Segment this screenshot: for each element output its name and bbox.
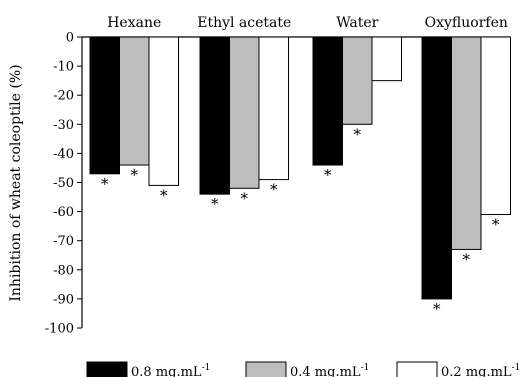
y-tick-label: -80 (53, 263, 74, 278)
significance-star: * (131, 166, 139, 184)
y-tick-label: -30 (53, 118, 74, 133)
legend-swatch (245, 361, 287, 377)
bar (371, 36, 402, 82)
category-label: Oxyfluorfen (425, 15, 508, 31)
significance-star: * (101, 175, 109, 193)
y-tick-label: -10 (53, 60, 74, 75)
bar (229, 36, 260, 189)
legend-swatch (396, 361, 438, 377)
bar (258, 36, 289, 181)
legend-label: 0.2 mg.mL-1 (441, 363, 520, 377)
bar (148, 36, 179, 186)
y-tick-label: -60 (53, 205, 74, 220)
bar (342, 36, 373, 125)
y-tick-label: -90 (53, 292, 74, 307)
significance-star: * (324, 166, 332, 184)
bar (480, 36, 511, 216)
y-tick-label: -70 (53, 234, 74, 249)
significance-star: * (211, 195, 219, 213)
significance-star: * (492, 216, 500, 234)
category-label: Hexane (107, 15, 161, 31)
bar (119, 36, 150, 166)
bar (421, 36, 452, 300)
significance-star: * (270, 181, 278, 199)
legend-label: 0.4 mg.mL-1 (290, 363, 369, 377)
bar (199, 36, 230, 195)
significance-star: * (354, 125, 362, 143)
y-tick-label: -20 (53, 89, 74, 104)
legend-label: 0.8 mg.mL-1 (131, 363, 210, 377)
bar (89, 36, 120, 175)
significance-star: * (433, 300, 441, 318)
y-axis: 0 -10 -20 -30 -40 -50 -60 -70 -80 -90 -100 (45, 31, 510, 337)
y-tick-label: 0 (66, 31, 74, 46)
significance-star: * (241, 189, 249, 207)
y-tick-label: -100 (45, 322, 74, 337)
category-labels: Hexane Ethyl acetate Water Oxyfluorfen (107, 15, 508, 31)
bar (451, 36, 482, 250)
legend-swatch (86, 361, 128, 377)
bar (312, 36, 343, 166)
significance-star: * (160, 186, 168, 204)
category-label: Ethyl acetate (197, 15, 291, 31)
y-axis-label: Inhibition of wheat coleoptile (%) (8, 64, 24, 301)
y-tick-label: -40 (53, 147, 74, 162)
y-tick-label: -50 (53, 176, 74, 191)
category-label: Water (336, 15, 378, 31)
significance-markers: * * * * * * * * * * * (101, 125, 500, 318)
legend: 0.8 mg.mL-1 0.4 mg.mL-1 0.2 mg.mL-1 (86, 361, 520, 377)
bars (89, 36, 511, 300)
significance-star: * (463, 250, 471, 268)
